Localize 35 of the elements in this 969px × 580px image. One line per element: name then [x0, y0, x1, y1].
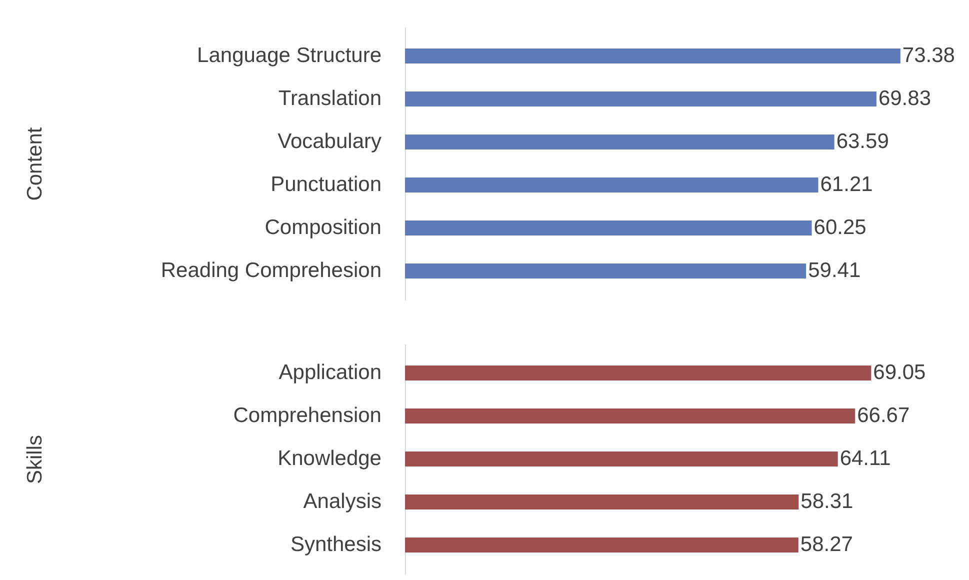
bar [405, 494, 799, 510]
y-tick-label: Composition [264, 216, 382, 240]
y-tick-label: Reading Comprehesion [160, 259, 382, 282]
y-tick-label: Comprehension [233, 404, 382, 428]
bar [405, 408, 856, 424]
bar [405, 220, 812, 236]
y-tick-label: Vocabulary [278, 130, 382, 154]
y-tick-label: Knowledge [278, 447, 382, 470]
y-axis-title: Content [24, 127, 46, 201]
y-tick-label: Translation [278, 87, 382, 110]
y-tick-label: Analysis [303, 490, 382, 514]
data-label: 59.41 [808, 259, 861, 282]
data-label: 58.31 [800, 490, 854, 514]
data-label: 69.83 [878, 87, 932, 110]
data-label: 73.38 [902, 44, 955, 68]
y-tick-label: Punctuation [270, 173, 382, 196]
y-tick-label: Language Structure [197, 44, 382, 68]
bar [405, 366, 872, 381]
data-label: 69.05 [873, 361, 926, 384]
bar [405, 134, 834, 150]
bar [405, 178, 818, 193]
data-label: 58.27 [800, 533, 853, 556]
bar [405, 538, 798, 553]
y-axis-title: Skills [24, 435, 46, 484]
bar [405, 92, 876, 107]
data-label: 60.25 [814, 216, 866, 240]
data-label: 63.59 [836, 130, 889, 154]
data-label: 64.11 [840, 447, 891, 470]
data-label: 61.21 [820, 173, 873, 196]
bar [405, 48, 900, 64]
y-tick-label: Application [278, 361, 382, 384]
data-label: 66.67 [857, 404, 910, 428]
bar [405, 264, 806, 279]
y-tick-label: Synthesis [290, 533, 382, 556]
bar [405, 452, 838, 467]
